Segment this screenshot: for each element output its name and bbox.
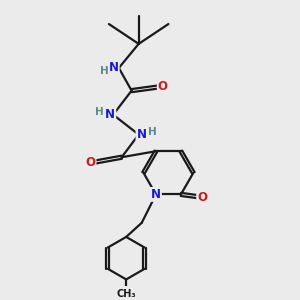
Text: N: N bbox=[105, 108, 115, 121]
Text: H: H bbox=[100, 66, 109, 76]
Text: N: N bbox=[109, 61, 119, 74]
Text: O: O bbox=[197, 191, 207, 204]
Text: H: H bbox=[148, 127, 157, 137]
Text: N: N bbox=[151, 188, 161, 201]
Text: CH₃: CH₃ bbox=[116, 289, 136, 298]
Text: N: N bbox=[136, 128, 146, 141]
Text: O: O bbox=[85, 156, 95, 170]
Text: H: H bbox=[95, 107, 104, 117]
Text: O: O bbox=[158, 80, 168, 93]
